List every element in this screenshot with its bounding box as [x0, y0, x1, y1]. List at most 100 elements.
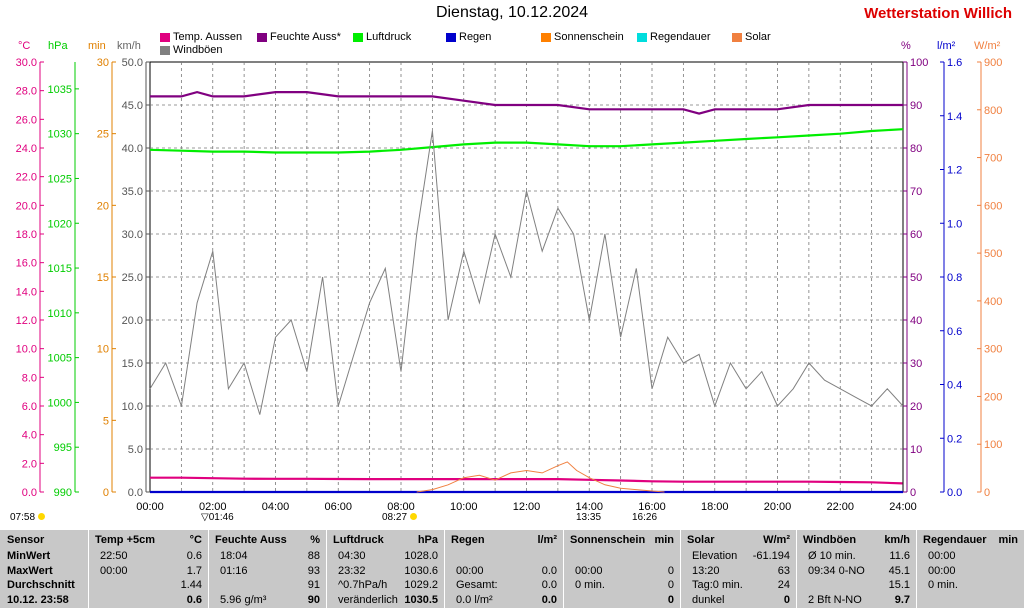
stats-cell: 00:00 — [575, 564, 603, 577]
y-tick-label-rain: 0.6 — [947, 326, 962, 338]
y-tick-label-humidity: 20 — [910, 401, 922, 413]
x-tick-label: 06:00 — [324, 501, 352, 513]
y-tick-label-wind: 50.0 — [122, 57, 143, 69]
stats-cell: 9.7 — [894, 593, 910, 606]
y-tick-label-wind: 30.0 — [122, 229, 143, 241]
legend-swatch — [637, 32, 647, 42]
stats-cell: 22:50 — [100, 550, 128, 562]
stats-cell: % — [310, 534, 320, 546]
y-tick-label-temp: 16.0 — [16, 258, 37, 270]
sun-icon — [409, 513, 417, 520]
stats-cell: 2 Bft N-NO — [808, 593, 862, 606]
stats-column: Temp +5cm °C 22:50 0.6 00:00 1.7 1.44 0.6 — [88, 530, 208, 608]
stats-cell: Regen — [451, 534, 485, 546]
series-line-windben — [149, 130, 904, 415]
stats-cell: Temp +5cm — [95, 534, 156, 546]
stats-cell: Durchschnitt — [7, 579, 75, 591]
column-separator — [326, 530, 327, 608]
y-tick-label-solar: 200 — [984, 391, 1002, 403]
y-tick-label-pressure: 1025 — [48, 173, 72, 185]
y-tick-label-humidity: 90 — [910, 100, 922, 112]
legend-swatch — [541, 32, 551, 42]
y-tick-label-temp: 30.0 — [16, 57, 37, 69]
marker-sunrise: 08:27 — [382, 512, 417, 523]
stats-cell: W/m² — [763, 534, 790, 546]
y-tick-label-minutes: 0 — [103, 487, 109, 499]
marker-label: 08:27 — [382, 512, 408, 523]
y-tick-label-temp: 4.0 — [22, 430, 37, 442]
legend-item-rain: Regen — [446, 31, 491, 43]
legend-label: Temp. Aussen — [173, 31, 243, 43]
y-tick-label-minutes: 30 — [97, 57, 109, 69]
stats-cell: min — [654, 534, 674, 546]
y-tick-label-solar: 100 — [984, 439, 1002, 451]
y-tick-label-solar: 800 — [984, 105, 1002, 117]
stats-column: Solar W/m² Elevation -61.194 13:20 63 Tag:0 mi… — [680, 530, 796, 608]
stats-cell: MinWert — [7, 550, 51, 562]
y-tick-label-temp: 28.0 — [16, 86, 37, 98]
y-tick-label-temp: 0.0 — [22, 487, 37, 499]
stats-table: Sensor MinWert MaxWert Durchschnitt 10.12. 2… — [0, 530, 1024, 608]
stats-cell: 00:00 — [928, 550, 956, 562]
stats-cell: 10.12. 23:58 — [7, 593, 69, 606]
stats-cell: 11.6 — [889, 550, 910, 562]
y-tick-label-wind: 35.0 — [122, 186, 143, 198]
stats-cell: 09:34 0-NO — [808, 564, 865, 577]
legend-item-humidity: Feuchte Auss* — [257, 31, 341, 43]
stats-cell: 0 — [667, 579, 674, 591]
y-tick-label-pressure: 1010 — [48, 308, 72, 320]
stats-cell: 1030.6 — [404, 564, 438, 577]
stats-cell: -61.194 — [752, 550, 790, 562]
y-tick-label-humidity: 80 — [910, 143, 922, 155]
y-tick-label-temp: 18.0 — [16, 229, 37, 241]
stats-cell: 0 min. — [575, 579, 605, 591]
stats-cell: Solar — [687, 534, 715, 546]
axis-unit-temp: °C — [18, 40, 31, 52]
stats-cell: 0 — [667, 564, 674, 577]
legend-swatch — [160, 32, 170, 42]
y-tick-label-minutes: 25 — [97, 129, 109, 141]
marker-sunset: 16:26 — [632, 512, 658, 523]
stats-cell: 45.1 — [888, 564, 910, 577]
stats-cell: min — [998, 534, 1018, 546]
y-tick-label-wind: 45.0 — [122, 100, 143, 112]
stats-cell: km/h — [884, 534, 910, 546]
axis-unit-pressure: hPa — [48, 40, 68, 52]
y-tick-label-solar: 300 — [984, 344, 1002, 356]
stats-cell: 00:00 — [928, 564, 956, 577]
series-line-tempaussen — [150, 476, 903, 485]
stats-cell: Gesamt: — [456, 579, 498, 591]
y-tick-label-rain: 1.2 — [947, 165, 962, 177]
y-tick-label-temp: 22.0 — [16, 172, 37, 184]
y-tick-label-minutes: 10 — [97, 344, 109, 356]
axis-unit-humidity: % — [901, 40, 911, 52]
stats-cell: Ø 10 min. — [808, 550, 856, 562]
stats-cell: Tag:0 min. — [692, 579, 743, 591]
y-tick-label-solar: 500 — [984, 248, 1002, 260]
column-separator — [88, 530, 89, 608]
y-tick-label-pressure: 1000 — [48, 397, 72, 409]
y-tick-label-pressure: 990 — [54, 487, 72, 499]
legend-item-solar: Solar — [732, 31, 771, 43]
y-tick-label-minutes: 20 — [97, 200, 109, 212]
y-tick-label-temp: 14.0 — [16, 286, 37, 298]
stats-cell: 0 — [783, 593, 790, 606]
stats-cell: 1029.2 — [404, 579, 438, 591]
y-tick-label-temp: 24.0 — [16, 143, 37, 155]
y-tick-label-wind: 20.0 — [122, 315, 143, 327]
station-name: Wetterstation Willich — [864, 5, 1012, 22]
y-tick-label-temp: 26.0 — [16, 114, 37, 126]
legend-label: Solar — [745, 31, 771, 43]
legend-swatch — [353, 32, 363, 42]
stats-cell: 23:32 — [338, 564, 366, 577]
stats-cell: 00:00 — [100, 564, 128, 577]
axis-unit-min: min — [88, 40, 106, 52]
y-tick-label-rain: 1.4 — [947, 111, 962, 123]
x-tick-label: 14:00 — [575, 501, 603, 513]
sun-icon — [37, 513, 45, 520]
stats-cell: Regendauer — [923, 534, 987, 546]
y-tick-label-solar: 900 — [984, 57, 1002, 69]
y-tick-label-wind: 10.0 — [122, 401, 143, 413]
stats-cell: 0.6 — [186, 550, 202, 562]
y-tick-label-solar: 0 — [984, 487, 990, 499]
